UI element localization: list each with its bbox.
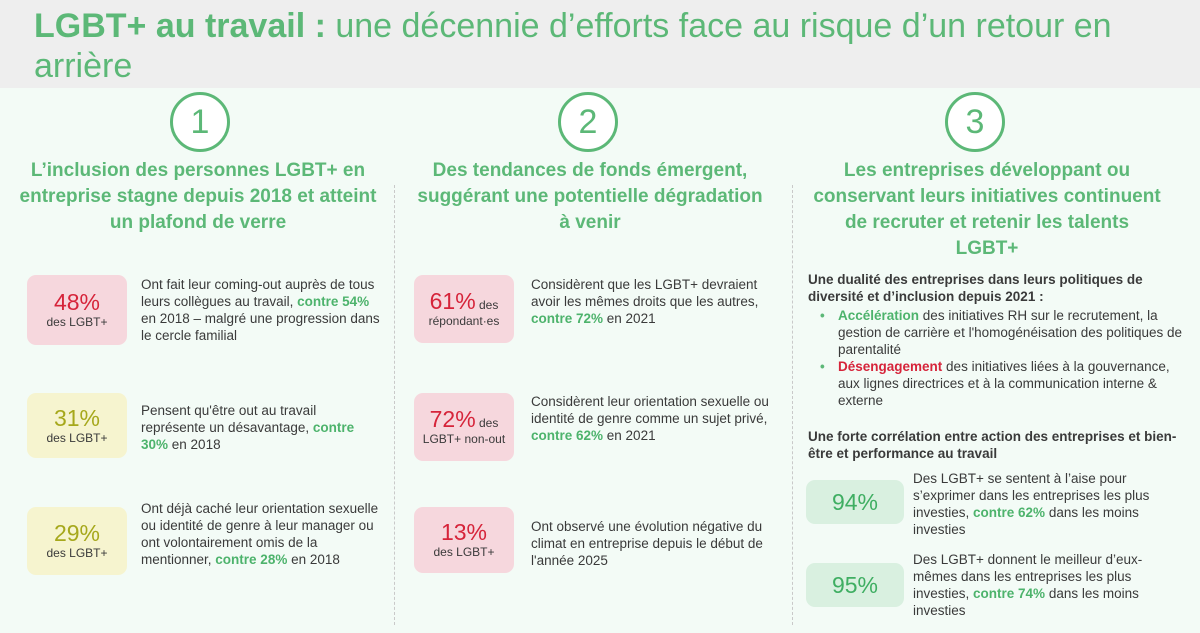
stat-pct: 61% (429, 288, 476, 314)
desc-highlight: contre 30% (141, 420, 355, 452)
stat-label-inline: des (475, 298, 499, 312)
stat-description: Pensent qu'être out au travail représent… (141, 402, 381, 453)
stat-box-61: 61% des répondant·es (414, 275, 514, 343)
desc-text: Considèrent leur orientation sexuelle ou… (531, 394, 769, 426)
stat-box-31: 31% des LGBT+ (27, 393, 127, 458)
desc-highlight: contre 54% (297, 294, 370, 309)
column-3-title: Les entreprises développant ou conservan… (813, 160, 1161, 259)
bullet-key: Désengagement (838, 359, 943, 374)
stat-label: des LGBT+ (46, 315, 108, 329)
duality-bullets: • Accélération des initiatives RH sur le … (808, 307, 1183, 409)
bullet-acceleration: • Accélération des initiatives RH sur le … (808, 307, 1183, 358)
desc-text: en 2021 (603, 428, 656, 443)
step-number-3: 3 (945, 92, 1005, 152)
column-1-title: L’inclusion des personnes LGBT+ en entre… (19, 160, 377, 233)
stat-box-95: 95% (806, 563, 904, 607)
bullet-dot: • (820, 308, 825, 323)
stat-box-48: 48% des LGBT+ (27, 275, 127, 345)
stat-description: Ont fait leur coming-out auprès de tous … (141, 276, 381, 344)
desc-highlight: contre 62% (531, 428, 604, 443)
stat-description: Ont déjà caché leur orientation sexuelle… (141, 500, 381, 568)
stat-description: Des LGBT+ donnent le meilleur d’eux-même… (913, 551, 1163, 619)
bullet-key: Accélération (838, 308, 920, 323)
stat-label: LGBT+ non-out (422, 432, 506, 446)
desc-highlight: contre 62% (973, 505, 1046, 520)
column-divider-2 (792, 185, 793, 625)
desc-text: Ont fait leur coming-out auprès de tous … (141, 277, 375, 309)
stat-label-inline: des (475, 416, 499, 430)
stat-box-29: 29% des LGBT+ (27, 507, 127, 575)
stat-label: des LGBT+ (46, 431, 108, 445)
desc-text: Ont déjà caché leur orientation sexuelle… (141, 501, 379, 567)
stat-description: Des LGBT+ se sentent à l’aise pour s’exp… (913, 470, 1163, 538)
desc-text: Pensent qu'être out au travail représent… (141, 403, 317, 435)
header-band (0, 0, 1200, 88)
desc-highlight: contre 72% (531, 311, 604, 326)
step-number-2: 2 (558, 92, 618, 152)
desc-text: en 2021 (603, 311, 656, 326)
stat-pct: 29% (53, 520, 101, 546)
title-rest: une décennie d’efforts face au risque d’… (34, 7, 1112, 85)
desc-text: Considèrent que les LGBT+ devraient avoi… (531, 277, 759, 309)
stat-pct: 94% (831, 489, 879, 515)
desc-text: dans les moins investies (913, 505, 1139, 537)
stat-description: Ont observé une évolution négative du cl… (531, 518, 771, 569)
stat-description: Considèrent leur orientation sexuelle ou… (531, 393, 771, 444)
correlation-heading: Une forte corrélation entre action des e… (808, 429, 1177, 461)
desc-highlight: contre 74% (973, 586, 1046, 601)
stat-pct: 13% (440, 519, 488, 545)
stat-box-13: 13% des LGBT+ (414, 507, 514, 573)
desc-text: en 2018 – malgré une progression dans le… (141, 311, 380, 343)
step-number-1: 1 (170, 92, 230, 152)
desc-text: en 2018 (287, 552, 340, 567)
page-title: LGBT+ au travail : une décennie d’effort… (34, 6, 1174, 86)
stat-pct: 95% (831, 572, 879, 598)
duality-heading: Une dualité des entreprises dans leurs p… (808, 272, 1143, 304)
stat-pct: 72% (429, 406, 476, 432)
desc-text: dans les moins investies (913, 586, 1139, 618)
bullet-dot: • (820, 359, 825, 374)
desc-text: Ont observé une évolution négative du cl… (531, 519, 763, 568)
desc-text: Des LGBT+ donnent le meilleur d’eux-même… (913, 552, 1143, 601)
bullet-desengagement: • Désengagement des initiatives liées à l… (808, 358, 1183, 409)
stat-box-94: 94% (806, 480, 904, 524)
stat-pct: 31% (53, 405, 101, 431)
bullet-text: des initiatives RH sur le recrutement, l… (838, 308, 1183, 357)
stat-label: des LGBT+ (433, 545, 495, 559)
column-2-title: Des tendances de fonds émergent, suggéra… (417, 160, 763, 233)
stat-label: répondant·es (428, 314, 500, 328)
stat-description: Considèrent que les LGBT+ devraient avoi… (531, 276, 771, 327)
stat-label: des LGBT+ (46, 546, 108, 560)
desc-text: Des LGBT+ se sentent à l’aise pour s’exp… (913, 471, 1150, 520)
desc-highlight: contre 28% (215, 552, 288, 567)
desc-text: en 2018 (168, 437, 221, 452)
stat-pct: 48% (53, 289, 101, 315)
title-bold: LGBT+ au travail : (34, 7, 326, 45)
stat-box-72: 72% des LGBT+ non-out (414, 393, 514, 461)
bullet-text: des initiatives liées à la gouvernance, … (838, 359, 1170, 408)
column-divider-1 (394, 185, 395, 625)
